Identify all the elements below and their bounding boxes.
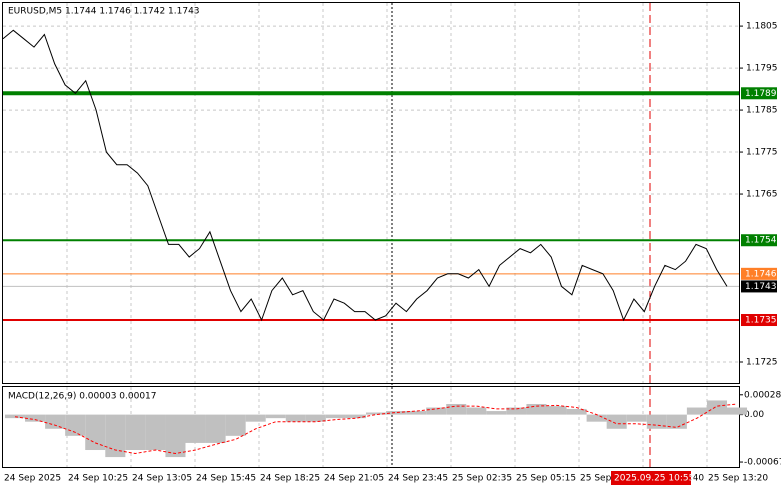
x-tick-label: 25 Sep 02:35: [452, 474, 512, 484]
y-tick-label: -0.00067: [744, 458, 781, 468]
level-label-bg: [741, 314, 777, 327]
macd-bar: [185, 414, 206, 443]
macd-bar: [686, 407, 707, 415]
macd-bar: [285, 414, 306, 422]
y-tick-label: 1.1765: [746, 190, 778, 200]
macd-bar: [265, 414, 286, 419]
macd-bar: [125, 414, 146, 451]
macd-bar: [145, 414, 166, 451]
x-tick-label: 24 Sep 18:25: [260, 474, 320, 484]
macd-bar: [646, 414, 667, 429]
macd-bar: [526, 403, 547, 415]
macd-bar: [406, 411, 427, 415]
macd-title: MACD(12,26,9) 0.00003 0.00017: [8, 392, 157, 402]
level-label: 1.1746: [745, 269, 777, 279]
cursor-label: 2025.09.25 10:55: [614, 474, 694, 484]
macd-bar: [25, 414, 46, 422]
level-label-bg: [741, 234, 777, 247]
y-tick-label: 1.1775: [746, 148, 778, 158]
x-tick-label: 24 Sep 23:45: [388, 474, 448, 484]
price-line: [2, 29, 728, 322]
x-tick-label: 24 Sep 15:45: [196, 474, 256, 484]
macd-bar: [85, 414, 106, 451]
x-tick-label: 24 Sep 10:25: [68, 474, 128, 484]
macd-bar: [366, 412, 387, 415]
macd-bar: [45, 414, 66, 429]
level-label: 1.1735: [745, 316, 777, 326]
macd-bar: [205, 414, 226, 443]
macd-bar: [626, 414, 647, 422]
macd-bar: [727, 407, 748, 415]
y-tick-label: 1.1805: [746, 22, 778, 32]
y-tick-label: 0.00028: [744, 390, 781, 400]
level-label: 1.1754: [745, 236, 777, 246]
y-tick-label: 1.1785: [746, 106, 778, 116]
macd-bar: [486, 411, 507, 415]
macd-panel: [2, 386, 740, 468]
macd-bar: [345, 414, 366, 419]
macd-bar: [466, 407, 487, 415]
macd-bar: [305, 414, 326, 422]
level-label: 1.1743: [745, 282, 777, 292]
macd-bar: [506, 407, 527, 415]
x-tick-label: 25 Sep 13:20: [708, 474, 768, 484]
macd-bar: [225, 414, 246, 436]
y-tick-label: 1.1725: [746, 358, 778, 368]
level-label-bg: [741, 87, 777, 100]
level-label: 1.1789: [745, 89, 777, 99]
x-tick-label: 25 Sep 05:15: [516, 474, 576, 484]
macd-bar: [566, 408, 587, 415]
x-tick-label: 25 Sep 07:55: [580, 474, 640, 484]
macd-bar: [706, 400, 727, 415]
x-tick-label: 24 Sep 2025: [4, 474, 61, 484]
level-label-bg: [741, 280, 777, 293]
macd-bar: [606, 414, 627, 429]
main-panel: [2, 2, 740, 384]
macd-bar: [165, 414, 186, 458]
macd-bar: [105, 414, 126, 458]
macd-bar: [666, 414, 687, 429]
macd-bar: [446, 403, 467, 415]
macd-bar: [5, 414, 26, 419]
cursor-label-bg: [611, 471, 691, 485]
macd-bar: [386, 411, 407, 415]
x-tick-label: 24 Sep 21:05: [324, 474, 384, 484]
y-tick-label: 0.00: [744, 410, 764, 420]
macd-bar: [546, 406, 567, 415]
level-label-bg: [741, 267, 777, 280]
macd-bar: [245, 414, 266, 422]
chart-title: EURUSD,M5 1.1744 1.1746 1.1742 1.1743: [8, 7, 200, 17]
y-tick-label: 1.1795: [746, 64, 778, 74]
macd-bar: [325, 414, 346, 419]
x-tick-label: 24 Sep 13:05: [132, 474, 192, 484]
macd-bar: [426, 407, 447, 415]
macd-signal: [14, 403, 738, 455]
macd-bar: [586, 414, 607, 422]
